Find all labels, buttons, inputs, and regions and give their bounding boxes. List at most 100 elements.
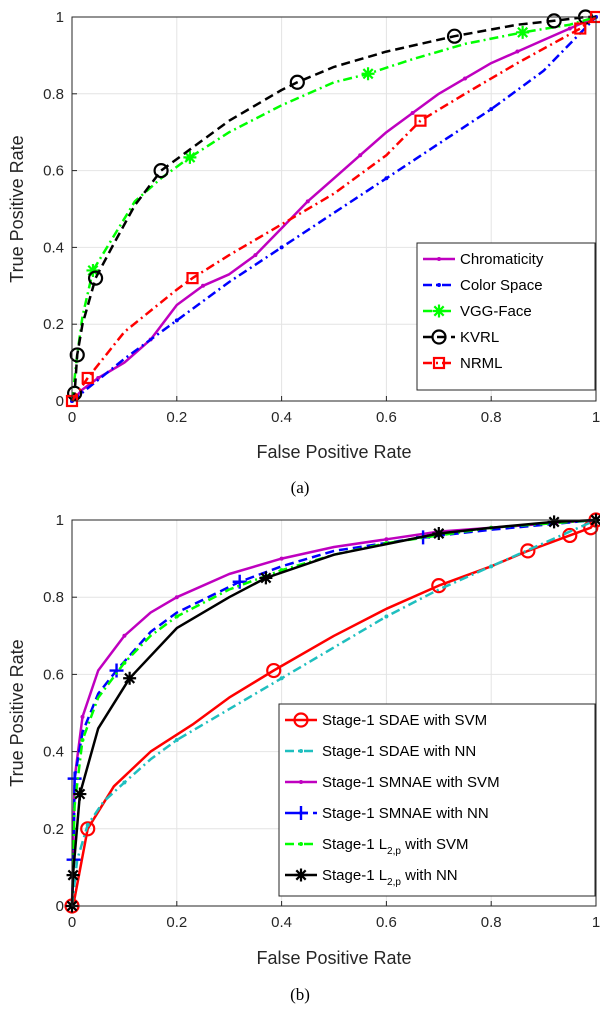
legend-label-4: KVRL bbox=[460, 329, 499, 346]
x-axis-label: False Positive Rate bbox=[256, 948, 411, 968]
series-marker-6 bbox=[73, 787, 87, 801]
series-point-3 bbox=[384, 537, 389, 542]
axes-box bbox=[71, 519, 597, 907]
legend-marker-6 bbox=[294, 868, 308, 882]
series-marker-4 bbox=[546, 13, 562, 29]
series-marker-5 bbox=[414, 114, 427, 127]
y-tick-label: 0 bbox=[56, 898, 64, 915]
series-point-1 bbox=[96, 375, 101, 380]
y-axis-label: True Positive Rate bbox=[7, 639, 27, 786]
series-point-2 bbox=[122, 780, 127, 785]
y-tick-label: 1 bbox=[56, 9, 64, 26]
x-tick-label: 0.4 bbox=[271, 914, 292, 931]
axes-box bbox=[71, 16, 597, 402]
legend-marker-2 bbox=[437, 283, 441, 287]
series-point-2 bbox=[384, 614, 389, 619]
series-marker-5 bbox=[574, 22, 587, 35]
y-tick-label: 0.8 bbox=[43, 86, 64, 103]
x-tick-label: 0.6 bbox=[376, 409, 397, 426]
series-line-2 bbox=[70, 518, 597, 907]
series-point-2 bbox=[174, 318, 179, 323]
series-point-1 bbox=[463, 76, 467, 81]
series-group bbox=[65, 9, 600, 408]
legend-label-5: NRML bbox=[460, 355, 503, 372]
series-group bbox=[64, 512, 600, 914]
series-marker-5 bbox=[81, 371, 94, 385]
series-line-4 bbox=[70, 15, 596, 402]
series-line-5 bbox=[70, 518, 597, 907]
legend-marker-1 bbox=[437, 257, 441, 261]
x-tick-label: 0.4 bbox=[271, 409, 292, 426]
x-tick-label: 0.6 bbox=[376, 914, 397, 931]
x-tick-label: 1 bbox=[592, 409, 600, 426]
series-point-3 bbox=[122, 633, 127, 638]
series-point-1 bbox=[567, 26, 572, 31]
series-point-5 bbox=[80, 738, 85, 743]
x-tick-label: 0.2 bbox=[166, 409, 187, 426]
series-marker-6 bbox=[547, 515, 561, 529]
series-marker-4 bbox=[67, 385, 83, 401]
x-tick-label: 0 bbox=[68, 409, 76, 426]
series-marker-4 bbox=[67, 771, 82, 786]
legend-marker-5 bbox=[299, 842, 303, 846]
legend-marker-4 bbox=[431, 329, 447, 345]
series-point-2 bbox=[489, 107, 494, 112]
chart-a: 0 0.2 0.4 0.6 0.8 1 0 0.2 0.4 0.6 0.8 1 False Positi… bbox=[7, 9, 600, 497]
legend-label-2: Color Space bbox=[460, 277, 543, 294]
y-axis-label: True Positive Rate bbox=[7, 135, 27, 282]
legend-label-1: Chromaticity bbox=[460, 251, 544, 268]
y-tick-label: 0.8 bbox=[43, 589, 64, 606]
x-tick-label: 0.2 bbox=[166, 914, 187, 931]
legend-label-1: Stage-1 SDAE with SVM bbox=[322, 712, 487, 729]
series-line-3 bbox=[70, 15, 597, 402]
series-marker-3 bbox=[86, 263, 100, 277]
series-point-1 bbox=[201, 283, 205, 288]
legend-box bbox=[278, 703, 596, 897]
legend-label-6: Stage-1 L2,p with NN bbox=[322, 867, 458, 888]
series-point-2 bbox=[384, 176, 389, 181]
series-marker-4 bbox=[289, 74, 305, 90]
y-tick-label: 0.2 bbox=[43, 316, 64, 333]
series-marker-6 bbox=[259, 571, 273, 585]
legend-marker-4 bbox=[294, 806, 308, 820]
legend-marker-5 bbox=[432, 356, 446, 370]
series-marker-3 bbox=[516, 25, 530, 39]
series-marker-4 bbox=[232, 574, 247, 589]
series-point-1 bbox=[410, 111, 415, 115]
series-marker-4 bbox=[87, 270, 104, 286]
legend-label-5: Stage-1 L2,p with SVM bbox=[322, 836, 468, 857]
y-tick-label: 1 bbox=[56, 512, 64, 529]
legend: Chromaticity Color Space VGG-Face KVRL NRML bbox=[416, 242, 596, 391]
legend: Stage-1 SDAE with SVM Stage-1 SDAE with N… bbox=[278, 703, 596, 897]
series-line-2 bbox=[71, 16, 597, 402]
series-marker-4 bbox=[446, 28, 463, 44]
series-marker-4 bbox=[153, 163, 169, 179]
series-marker-1 bbox=[520, 543, 536, 559]
series-point-1 bbox=[358, 153, 363, 158]
series-marker-1 bbox=[562, 527, 578, 544]
chart-b: 0 0.2 0.4 0.6 0.8 1 0 0.2 0.4 0.6 0.8 1 False Positi… bbox=[7, 512, 600, 1004]
y-tick-label: 0.6 bbox=[43, 666, 64, 683]
series-marker-1 bbox=[266, 662, 282, 679]
series-line-5 bbox=[70, 15, 597, 402]
series-marker-4 bbox=[69, 347, 85, 363]
series-point-5 bbox=[122, 660, 127, 665]
series-line-1 bbox=[70, 519, 598, 907]
y-tick-label: 0.6 bbox=[43, 163, 64, 180]
legend-label-2: Stage-1 SDAE with NN bbox=[322, 743, 476, 760]
legend-label-3: VGG-Face bbox=[460, 303, 532, 320]
series-marker-3 bbox=[183, 150, 197, 164]
series-point-2 bbox=[279, 676, 284, 681]
series-line-1 bbox=[71, 15, 597, 402]
series-point-2 bbox=[489, 564, 494, 569]
chart-caption: (a) bbox=[291, 478, 310, 497]
series-marker-6 bbox=[66, 868, 80, 882]
x-tick-label: 0.8 bbox=[481, 914, 502, 931]
y-tick-label: 0 bbox=[56, 393, 64, 410]
series-point-3 bbox=[174, 595, 179, 600]
series-marker-1 bbox=[80, 821, 96, 837]
series-point-1 bbox=[305, 199, 310, 204]
series-point-1 bbox=[253, 253, 258, 258]
series-point-5 bbox=[174, 614, 179, 619]
